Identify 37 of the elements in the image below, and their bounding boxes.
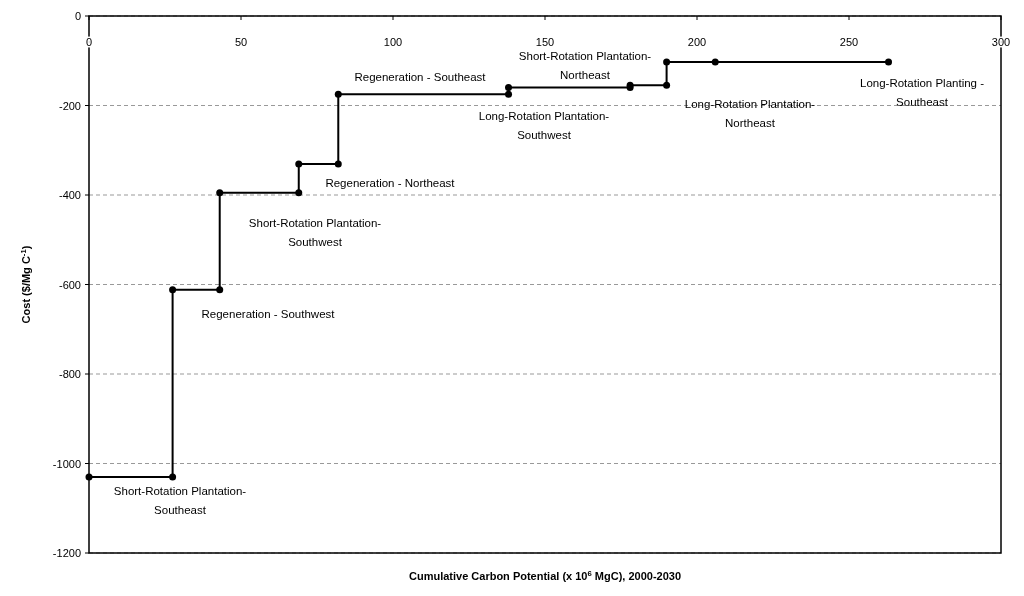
annotation: Regeneration - Southwest bbox=[201, 308, 336, 320]
annotation: Short-Rotation Plantation- Southeast bbox=[113, 485, 247, 516]
annotation: Regeneration - Southeast bbox=[354, 71, 487, 83]
y-tick-label: -400 bbox=[58, 189, 81, 201]
annotation: Long-Rotation Planting - Southeast bbox=[859, 77, 985, 108]
y-tick-label: -800 bbox=[58, 368, 81, 380]
y-tick-label: 0 bbox=[74, 10, 81, 22]
point bbox=[505, 90, 513, 98]
y-tick-label: -1200 bbox=[52, 547, 81, 559]
point bbox=[295, 160, 303, 168]
annotation: Regeneration - Northeast bbox=[325, 177, 456, 189]
annotation: Long-Rotation Plantation- Northeast bbox=[684, 98, 816, 129]
point bbox=[505, 84, 513, 92]
x-tick-label: 100 bbox=[383, 36, 403, 48]
point bbox=[885, 58, 893, 66]
point bbox=[334, 90, 342, 98]
y-tick-label: -600 bbox=[58, 278, 81, 291]
point bbox=[663, 58, 671, 66]
x-tick-label: 50 bbox=[234, 36, 248, 48]
point bbox=[334, 160, 342, 168]
point bbox=[216, 286, 224, 294]
point bbox=[169, 473, 177, 481]
point bbox=[295, 189, 303, 197]
x-tick-label: 250 bbox=[839, 36, 859, 48]
annotation: Short-Rotation Plantation- Northeast bbox=[518, 50, 652, 81]
point bbox=[663, 81, 671, 89]
y-tick-label: -200 bbox=[58, 99, 81, 112]
point bbox=[711, 58, 719, 66]
x-axis-title: Cumulative Carbon Potential (x 10$^{6}$ MgC), 2000-2030 bbox=[408, 568, 682, 582]
x-tick-label: 150 bbox=[535, 36, 555, 48]
annotation: Short-Rotation Plantation- Southwest bbox=[248, 217, 382, 248]
y-tick-label: -1000 bbox=[52, 457, 81, 470]
point bbox=[169, 286, 177, 294]
point bbox=[216, 189, 224, 197]
x-tick-label: 200 bbox=[687, 36, 707, 48]
point bbox=[85, 473, 93, 481]
annotation: Long-Rotation Plantation- Southwest bbox=[478, 110, 610, 141]
